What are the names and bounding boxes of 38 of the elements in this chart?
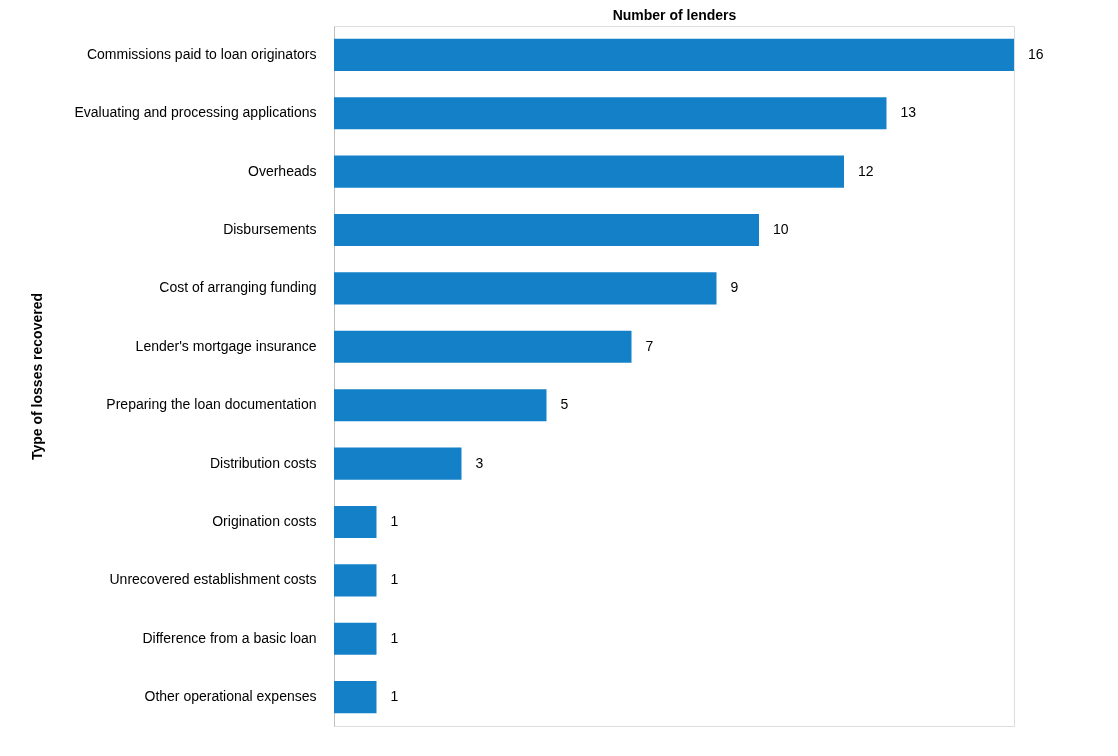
bar	[334, 622, 377, 655]
data-label: 1	[390, 571, 399, 588]
bar	[334, 155, 844, 188]
y-tick-label: Cost of arranging funding	[159, 279, 317, 296]
x-axis-title: Number of lenders	[612, 6, 737, 23]
y-tick-label: Preparing the loan documentation	[106, 396, 317, 413]
y-tick-label: Origination costs	[212, 512, 317, 529]
data-label: 3	[475, 454, 484, 471]
bar	[334, 681, 377, 714]
y-tick-label: Disbursements	[223, 221, 317, 238]
y-tick-label: Unrecovered establishment costs	[109, 571, 317, 588]
bar	[334, 97, 887, 130]
y-tick-label: Difference from a basic loan	[142, 629, 317, 646]
bar	[334, 213, 759, 247]
data-label: 12	[858, 162, 874, 179]
data-label: 9	[730, 279, 739, 296]
y-axis-title: Type of losses recovered	[28, 292, 45, 461]
bar	[334, 38, 1014, 71]
bar	[334, 330, 632, 363]
data-label: 16	[1028, 45, 1044, 62]
y-tick-label: Evaluating and processing applications	[74, 104, 317, 121]
bar	[334, 447, 462, 480]
y-tick-label: Lender's mortgage insurance	[135, 337, 317, 354]
data-label: 13	[900, 104, 917, 121]
y-tick-label: Overheads	[248, 162, 317, 179]
data-label: 1	[390, 688, 399, 705]
data-label: 1	[390, 629, 399, 646]
bar	[334, 564, 377, 597]
data-label: 1	[390, 512, 399, 529]
bar	[334, 272, 717, 305]
y-tick-label: Commissions paid to loan originators	[86, 45, 317, 62]
data-label: 5	[560, 396, 569, 413]
bar	[334, 505, 377, 539]
y-tick-label: Distribution costs	[209, 454, 317, 471]
y-tick-label: Other operational expenses	[144, 688, 317, 705]
data-label: 10	[773, 221, 789, 238]
bar	[334, 389, 547, 422]
data-label: 7	[645, 337, 654, 354]
